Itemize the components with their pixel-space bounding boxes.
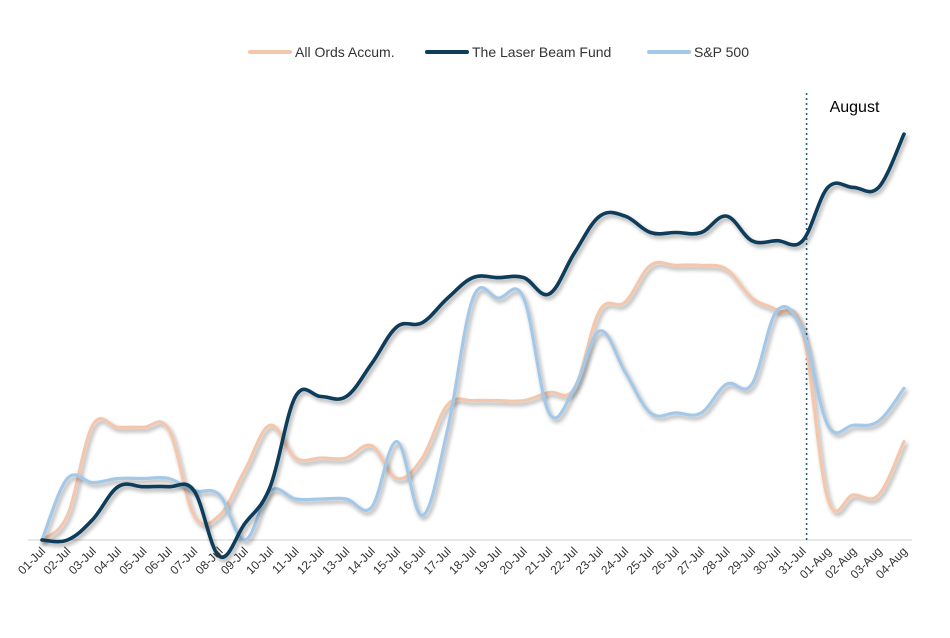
x-tick-label: 28-Jul — [700, 544, 733, 577]
x-tick-label: 09-Jul — [218, 544, 251, 577]
x-tick-label: 01-Jul — [15, 544, 48, 577]
x-tick-label: 13-Jul — [319, 544, 352, 577]
x-tick-label: 03-Jul — [66, 544, 99, 577]
x-tick-label: 21-Jul — [522, 544, 555, 577]
legend-label: The Laser Beam Fund — [472, 44, 611, 60]
x-tick-label: 17-Jul — [421, 544, 454, 577]
x-tick-label: 26-Jul — [649, 544, 682, 577]
x-tick-label: 06-Jul — [142, 544, 175, 577]
legend-item-s-p-500: S&P 500 — [647, 44, 749, 60]
legend: All Ords Accum. The Laser Beam Fund S&P 50… — [248, 44, 749, 60]
x-tick-label: 12-Jul — [294, 544, 327, 577]
x-tick-label: 02-Jul — [40, 544, 73, 577]
x-tick-label: 08-Jul — [193, 544, 226, 577]
x-tick-label: 07-Jul — [167, 544, 200, 577]
x-tick-label: 27-Jul — [674, 544, 707, 577]
legend-label: S&P 500 — [694, 44, 749, 60]
x-tick-label: 24-Jul — [598, 544, 631, 577]
legend-item-all-ords-accum-: All Ords Accum. — [248, 44, 395, 60]
x-tick-label: 25-Jul — [624, 544, 657, 577]
series-line-s-p-500 — [40, 286, 906, 542]
x-tick-label: 22-Jul — [548, 544, 581, 577]
x-tick-label: 20-Jul — [497, 544, 530, 577]
series-line-all-ords-accum- — [40, 260, 906, 542]
series-layer — [40, 132, 906, 559]
x-tick-label: 18-Jul — [446, 544, 479, 577]
august-annotation: August — [830, 99, 880, 116]
x-tick-label: 23-Jul — [573, 544, 606, 577]
x-tick-labels: 01-Jul02-Jul03-Jul04-Jul05-Jul06-Jul07-J… — [15, 544, 910, 581]
x-tick-label: 19-Jul — [471, 544, 504, 577]
legend-label: All Ords Accum. — [295, 44, 395, 60]
x-tick-label: 10-Jul — [243, 544, 276, 577]
x-tick-label: 14-Jul — [345, 544, 378, 577]
x-tick-label: 05-Jul — [117, 544, 150, 577]
x-tick-label: 11-Jul — [269, 544, 301, 576]
series-line-the-laser-beam-fund — [40, 132, 906, 559]
legend-item-the-laser-beam-fund: The Laser Beam Fund — [425, 44, 611, 60]
x-tick-label: 30-Jul — [750, 544, 783, 577]
x-tick-label: 16-Jul — [395, 544, 428, 577]
x-tick-label: 29-Jul — [725, 544, 758, 577]
x-tick-label: 15-Jul — [370, 544, 403, 577]
x-tick-label: 04-Jul — [91, 544, 124, 577]
